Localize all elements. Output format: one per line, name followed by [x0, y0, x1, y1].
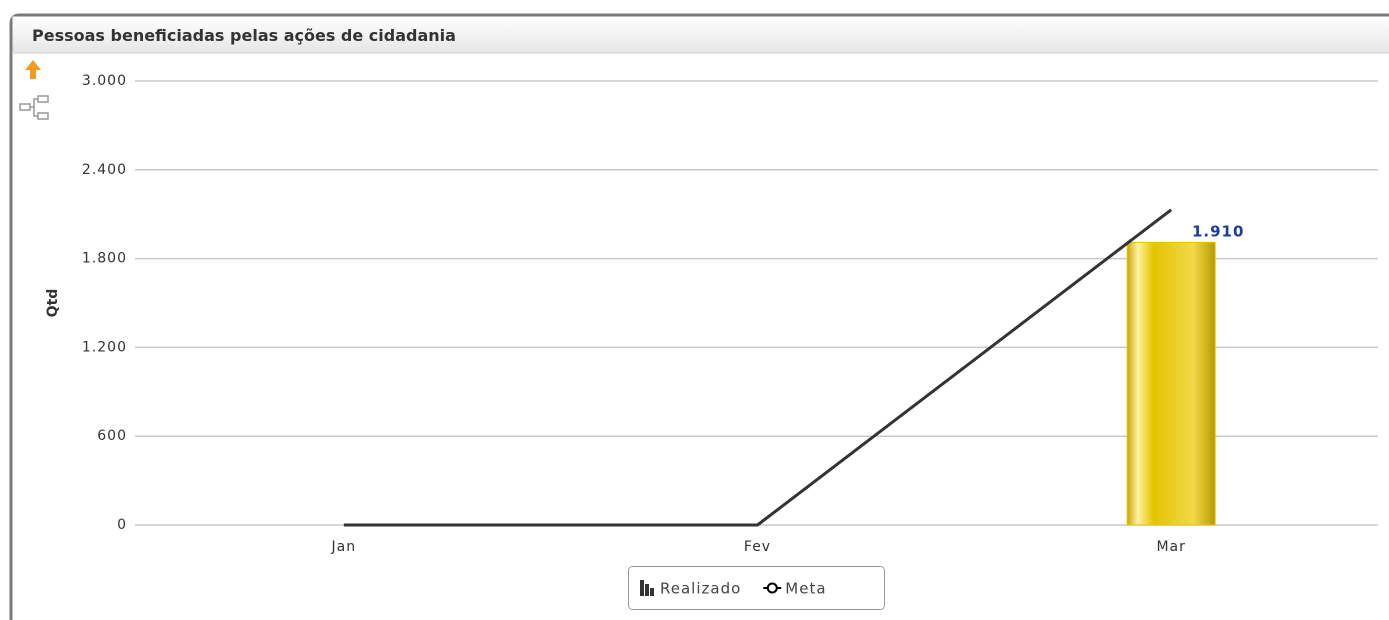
y-tick-label: 1.200 [82, 339, 127, 355]
data-label: 1.910 [1192, 222, 1244, 240]
bar [1126, 241, 1216, 526]
legend-label: Meta [785, 580, 826, 598]
y-tick-label: 3.000 [82, 73, 127, 89]
x-tick-label: Mar [1156, 539, 1185, 555]
y-axis-label: Qtd [45, 289, 61, 318]
hierarchy-icon[interactable] [19, 95, 49, 120]
legend-label: Realizado [660, 580, 741, 598]
legend: Realizado Meta [628, 566, 885, 610]
line [343, 208, 1173, 527]
drill-up-icon[interactable] [25, 60, 41, 79]
x-tick-label: Jan [331, 539, 357, 555]
y-tick-label: 600 [97, 428, 127, 444]
legend-box [628, 566, 885, 610]
x-tick-label: Fev [744, 539, 771, 555]
y-tick-label: 0 [117, 517, 127, 533]
y-tick-label: 2.400 [82, 162, 127, 178]
legend-icon-bar [640, 580, 654, 596]
chart-title: Pessoas beneficiadas pelas ações de cida… [32, 26, 456, 45]
legend-icon-marker [766, 582, 778, 594]
legend-icon-part [645, 584, 649, 596]
legend-icon-part [650, 588, 654, 596]
panel-header [12, 16, 1389, 53]
y-tick-label: 1.800 [82, 251, 127, 267]
legend-icon-part [640, 580, 644, 596]
